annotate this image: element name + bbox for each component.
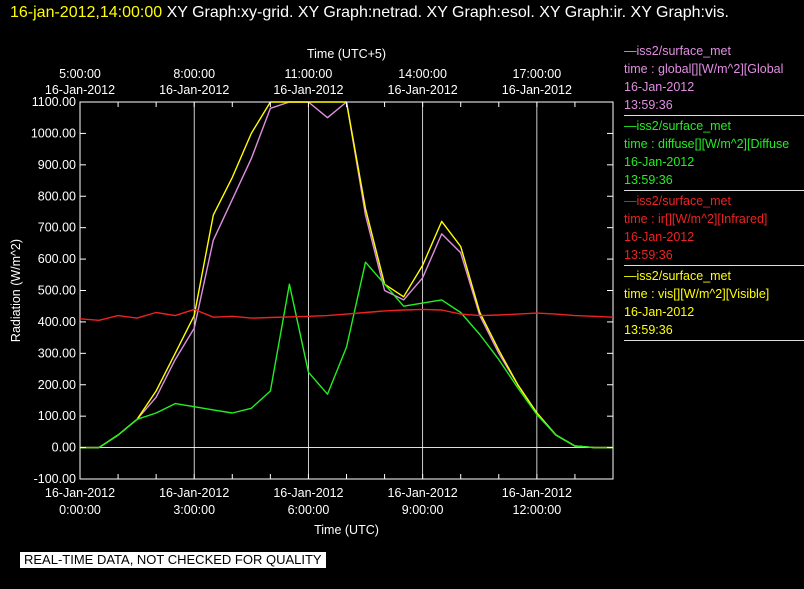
x-axis-label: Time (UTC) [314,523,379,537]
x2-tick-label-time: 5:00:00 [59,67,101,81]
y-tick-label: 800.00 [38,189,76,203]
legend-date: 16-Jan-2012 [624,305,695,319]
y-tick-label: 100.00 [38,409,76,423]
legend-date: 16-Jan-2012 [624,230,695,244]
legend-source: —iss2/surface_met [624,119,731,133]
header-graph-list: XY Graph:xy-grid. XY Graph:netrad. XY Gr… [162,4,729,21]
y-tick-label: 1100.00 [32,95,76,109]
header-timestamp: 16-jan-2012,14:00:00 [10,4,163,21]
x-tick-label-date: 16-Jan-2012 [502,486,572,500]
legend-source: —iss2/surface_met [624,194,731,208]
x2-tick-label-date: 16-Jan-2012 [273,83,343,97]
legend-source: —iss2/surface_met [624,269,731,283]
x2-tick-label-date: 16-Jan-2012 [502,83,572,97]
series-global-line [80,101,613,449]
legend-var: time : vis[][W/m^2][Visible] [624,287,770,301]
x-tick-label-date: 16-Jan-2012 [159,486,229,500]
legend-var: time : diffuse[][W/m^2][Diffuse [624,137,790,151]
legend-var: time : global[][W/m^2][Global [624,62,784,76]
quality-warning: REAL-TIME DATA, NOT CHECKED FOR QUALITY [20,552,326,568]
x-tick-label-time: 6:00:00 [288,503,330,517]
header-title: 16-jan-2012,14:00:00 XY Graph:xy-grid. X… [10,2,804,23]
legend-time: 13:59:36 [624,173,673,187]
series-diffuse-line [80,261,613,449]
x2-axis-label: Time (UTC+5) [307,47,386,61]
x-tick-label-time: 12:00:00 [513,503,562,517]
x2-tick-label-time: 8:00:00 [173,67,215,81]
x2-tick-label-date: 16-Jan-2012 [45,83,115,97]
y-tick-label: 1000.00 [31,126,76,140]
x2-tick-label-time: 14:00:00 [398,67,447,81]
x-tick-label-time: 3:00:00 [173,503,215,517]
x2-tick-label-time: 11:00:00 [285,67,333,81]
y-tick-label: 900.00 [38,158,76,172]
y-tick-label: 700.00 [38,221,76,235]
legend-time: 13:59:36 [624,98,673,112]
y-tick-label: 600.00 [38,252,76,266]
x-tick-label-date: 16-Jan-2012 [45,486,115,500]
legend-date: 16-Jan-2012 [624,155,695,169]
y-tick-label: -100.00 [34,472,76,486]
x-tick-label-time: 0:00:00 [59,503,101,517]
series-ir-line [79,308,614,321]
legend-time: 13:59:36 [624,323,673,337]
y-tick-label: 200.00 [38,378,76,392]
x2-tick-label-date: 16-Jan-2012 [159,83,229,97]
y-axis-label: Radiation (W/m^2) [9,239,23,342]
legend-source: —iss2/surface_met [624,44,731,58]
series-vis-line [80,101,613,449]
x-tick-label-date: 16-Jan-2012 [273,486,343,500]
legend-date: 16-Jan-2012 [624,80,695,94]
x2-tick-label-time: 17:00:00 [513,67,562,81]
x2-tick-label-date: 16-Jan-2012 [388,83,458,97]
grid-lines [79,102,613,479]
x-tick-label-date: 16-Jan-2012 [388,486,458,500]
y-tick-label: 400.00 [38,315,76,329]
series-group [79,101,614,449]
legend-var: time : ir[][W/m^2][Infrared] [624,212,768,226]
axes-group: -100.00 0.00 100.00 200.00 300.00 400.00 500.0… [9,47,614,537]
y-tick-label: 300.00 [38,346,76,360]
legend-time: 13:59:36 [624,248,673,262]
x-tick-label-time: 9:00:00 [402,503,444,517]
y-tick-label: 0.00 [52,441,76,455]
y-tick-label: 500.00 [38,284,76,298]
plot-area [79,101,614,480]
